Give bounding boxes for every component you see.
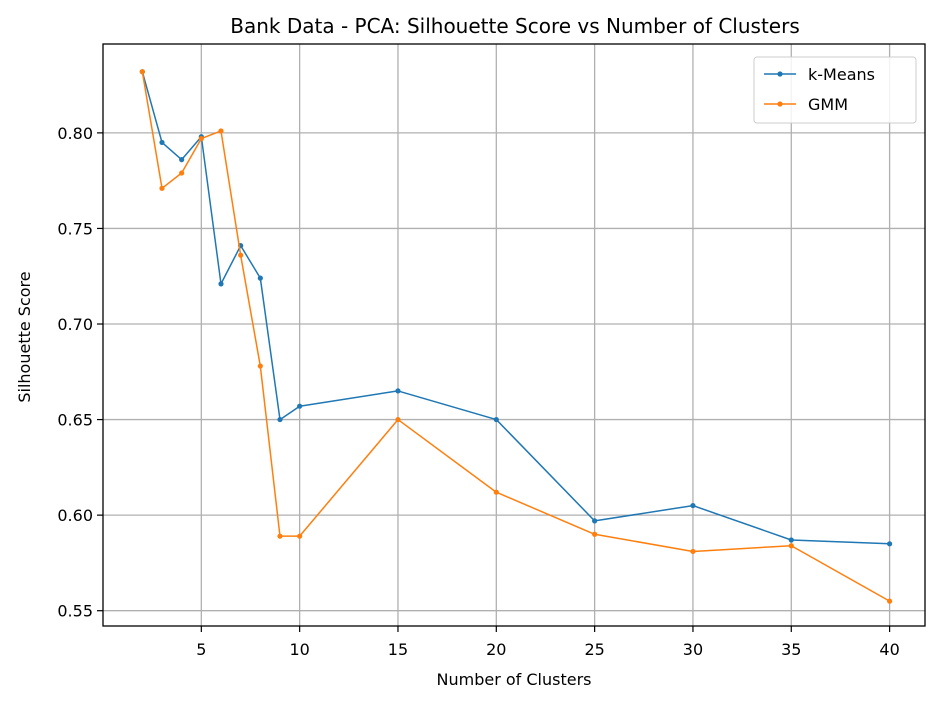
data-point-gmm [788,543,794,549]
legend-marker-k-means [777,71,783,77]
data-point-k-means [179,157,185,163]
y-tick-label: 0.65 [57,411,93,430]
grid [103,44,925,626]
data-point-gmm [690,548,696,555]
data-point-k-means [277,416,283,423]
data-point-k-means [592,518,598,524]
data-point-gmm [592,531,598,537]
y-axis: 0.55 0.60 0.65 0.70 0.75 0.80 [57,124,103,621]
data-point-k-means [257,275,263,281]
data-point-gmm [887,598,893,604]
data-point-k-means [690,502,696,509]
x-tick-label: 25 [584,640,604,659]
legend-marker-gmm [777,101,783,107]
y-tick-label: 0.70 [57,315,93,334]
data-point-gmm [238,252,244,258]
data-point-gmm [297,533,303,539]
data-point-gmm [159,185,165,191]
x-tick-label: 10 [289,640,309,659]
data-point-gmm [198,136,204,142]
y-tick-label: 0.60 [57,506,93,525]
data-point-gmm [395,416,401,423]
legend-label-k-means: k-Means [808,65,875,84]
data-point-k-means [493,416,499,423]
data-point-gmm [139,69,145,75]
data-point-k-means [297,403,303,409]
x-axis: 5 10 15 20 25 30 35 40 [196,626,900,659]
y-tick-label: 0.75 [57,219,93,238]
x-tick-label: 20 [486,640,506,659]
y-tick-label: 0.80 [57,124,93,143]
x-tick-label: 40 [879,640,899,659]
data-point-k-means [395,388,401,394]
x-tick-label: 15 [388,640,408,659]
data-point-gmm [257,363,263,369]
y-axis-label: Silhouette Score [15,271,34,402]
y-tick-label: 0.55 [57,602,93,621]
data-point-gmm [218,128,224,134]
series-layer [139,69,893,604]
data-point-gmm [179,170,185,176]
data-point-gmm [493,489,499,495]
data-point-k-means [887,541,893,547]
series-gmm [139,69,893,604]
data-point-gmm [277,533,283,539]
legend: k-Means GMM [753,56,917,124]
x-axis-label: Number of Clusters [437,670,592,689]
x-tick-label: 30 [683,640,703,659]
legend-label-gmm: GMM [808,95,848,114]
x-tick-label: 5 [196,640,206,659]
data-point-k-means [159,139,165,146]
plot-frame [102,43,926,627]
data-point-k-means [218,281,224,287]
x-tick-label: 35 [781,640,801,659]
chart-title: Bank Data - PCA: Silhouette Score vs Num… [230,14,800,38]
data-point-k-means [788,537,794,543]
